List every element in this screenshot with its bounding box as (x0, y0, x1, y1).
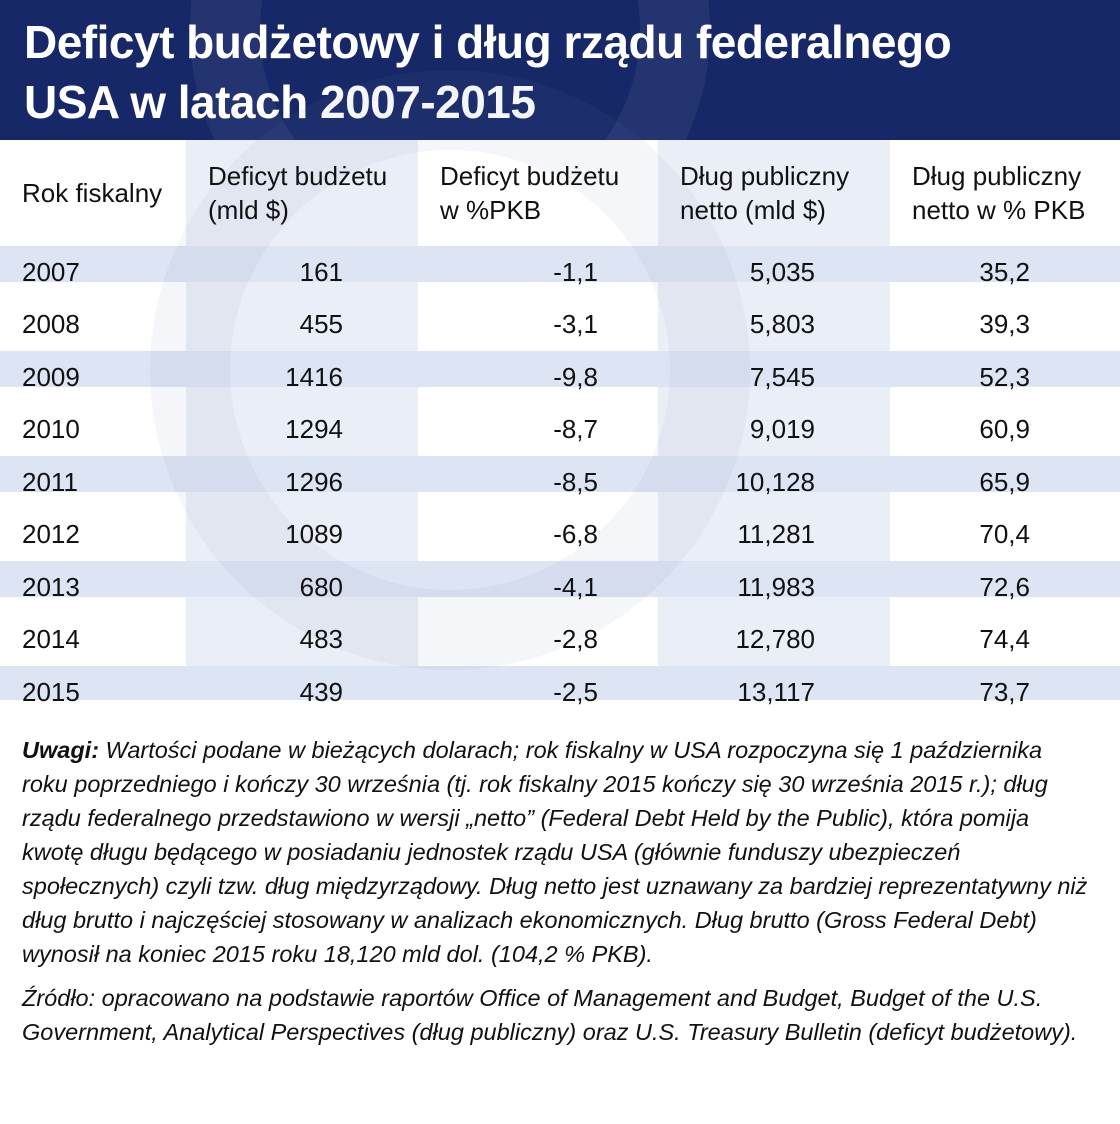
cell-debt: 12,780 (735, 624, 815, 655)
watermark-logo (190, 0, 710, 140)
cell-deficit-pct: -4,1 (553, 571, 598, 602)
header-deficit-pct: Deficyt budżetu w %PKB (440, 161, 620, 225)
cell-deficit: 680 (299, 571, 343, 602)
table-header-row: Rok fiskalny Deficyt budżetu (mld $) Defi… (0, 140, 1120, 246)
header-debt-bn: Dług publiczny netto (mld $) (680, 161, 850, 225)
cell-debt-pct: 35,2 (979, 256, 1030, 287)
cell-deficit: 1294 (285, 414, 343, 445)
cell-debt-pct: 74,4 (979, 624, 1030, 655)
cell-debt: 7,545 (749, 361, 815, 392)
cell-deficit: 1296 (285, 466, 343, 497)
cell-deficit: 455 (299, 309, 343, 340)
title-banner: Deficyt budżetowy i dług rządu federalne… (0, 0, 1120, 140)
cell-deficit: 1089 (285, 519, 343, 550)
title-line-1: Deficyt budżetowy i dług rządu federalne… (24, 16, 952, 68)
cell-debt-pct: 52,3 (979, 361, 1030, 392)
table-row: 2011 1296 -8,5 10,128 65,9 (0, 456, 1120, 509)
cell-year: 2010 (22, 414, 80, 445)
cell-debt-pct: 60,9 (979, 414, 1030, 445)
cell-deficit: 1416 (285, 361, 343, 392)
source-note: Źródło: opracowano na podstawie raportów… (22, 985, 1078, 1045)
cell-year: 2014 (22, 624, 80, 655)
table-row: 2010 1294 -8,7 9,019 60,9 (0, 404, 1120, 457)
header-fiscal-year: Rok fiskalny (22, 178, 163, 208)
cell-deficit: 439 (299, 676, 343, 707)
cell-deficit-pct: -6,8 (553, 519, 598, 550)
table-row: 2009 1416 -9,8 7,545 52,3 (0, 351, 1120, 404)
cell-year: 2011 (22, 466, 78, 497)
cell-debt: 11,281 (737, 519, 815, 550)
header-deficit-bn: Deficyt budżetu (mld $) (208, 161, 388, 225)
cell-deficit-pct: -8,7 (553, 414, 598, 445)
cell-year: 2007 (22, 256, 80, 287)
budget-debt-table: Rok fiskalny Deficyt budżetu (mld $) Defi… (0, 140, 1120, 719)
cell-deficit-pct: -9,8 (553, 361, 598, 392)
cell-year: 2012 (22, 519, 80, 550)
cell-deficit: 161 (299, 256, 343, 287)
cell-debt: 5,803 (749, 309, 815, 340)
cell-debt: 10,128 (735, 466, 815, 497)
cell-year: 2013 (22, 571, 80, 602)
cell-deficit-pct: -3,1 (553, 309, 598, 340)
cell-year: 2008 (22, 309, 80, 340)
table-row: 2008 455 -3,1 5,803 39,3 (0, 299, 1120, 352)
table-row: 2015 439 -2,5 13,117 73,7 (0, 666, 1120, 719)
notes-section: Uwagi: Wartości podane w bieżących dolar… (22, 733, 1092, 1049)
cell-debt: 9,019 (749, 414, 815, 445)
cell-deficit-pct: -8,5 (553, 466, 598, 497)
cell-debt-pct: 72,6 (979, 571, 1030, 602)
table-row: 2014 483 -2,8 12,780 74,4 (0, 614, 1120, 667)
cell-debt-pct: 70,4 (979, 519, 1030, 550)
page-title: Deficyt budżetowy i dług rządu federalne… (24, 12, 1104, 132)
cell-debt-pct: 39,3 (979, 309, 1030, 340)
cell-debt: 5,035 (749, 256, 815, 287)
cell-deficit-pct: -1,1 (553, 256, 598, 287)
data-table-area: Rok fiskalny Deficyt budżetu (mld $) Defi… (0, 70, 1120, 707)
cell-deficit: 483 (299, 624, 343, 655)
cell-debt: 11,983 (737, 571, 815, 602)
row-stripe (0, 666, 1120, 700)
table-row: 2013 680 -4,1 11,983 72,6 (0, 561, 1120, 614)
cell-debt: 13,117 (737, 676, 815, 707)
table-row: 2012 1089 -6,8 11,281 70,4 (0, 509, 1120, 562)
notes-label: Uwagi: (22, 737, 100, 763)
cell-debt-pct: 73,7 (979, 676, 1030, 707)
cell-debt-pct: 65,9 (979, 466, 1030, 497)
table-row: 2007 161 -1,1 5,035 35,2 (0, 246, 1120, 299)
cell-deficit-pct: -2,8 (553, 624, 598, 655)
cell-deficit-pct: -2,5 (553, 676, 598, 707)
cell-year: 2009 (22, 361, 80, 392)
header-debt-pct: Dług publiczny netto w % PKB (912, 161, 1086, 225)
cell-year: 2015 (22, 676, 80, 707)
notes-text: Wartości podane w bieżących dolarach; ro… (22, 737, 1088, 967)
notes-paragraph: Uwagi: Wartości podane w bieżących dolar… (22, 733, 1092, 971)
